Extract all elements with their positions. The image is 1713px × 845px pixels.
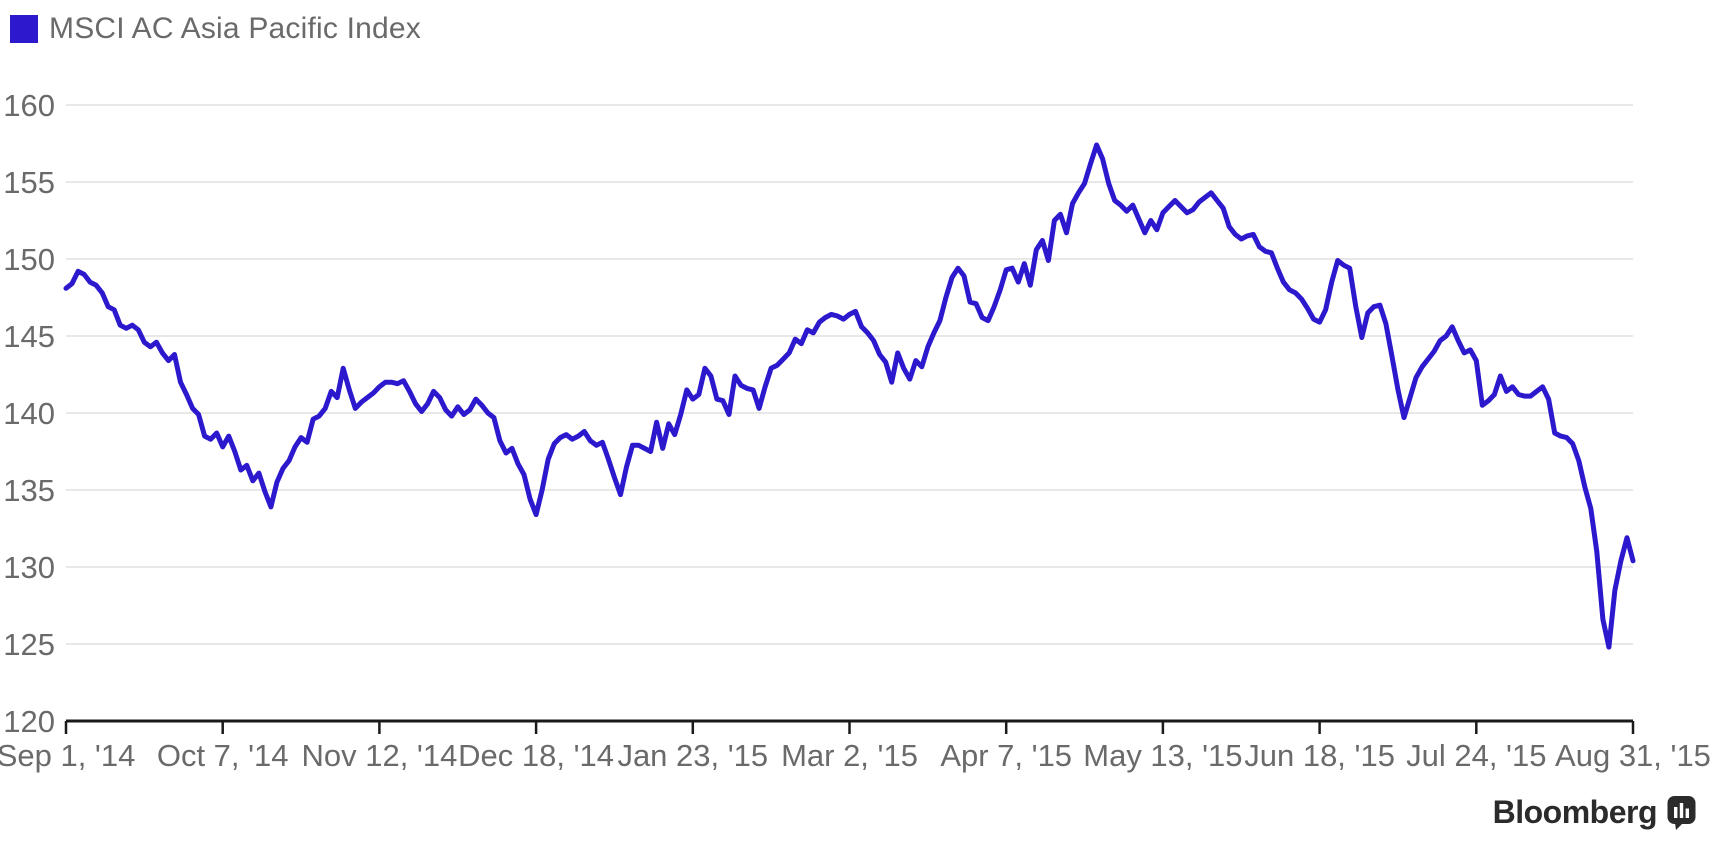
y-axis-label-150: 150	[3, 242, 55, 277]
y-axis-labels: 160 155 150 145 140 135 130 125 120	[3, 88, 55, 739]
x-axis-label-1: Oct 7, '14	[157, 738, 289, 773]
y-axis-label-130: 130	[3, 550, 55, 585]
series-line-msci-ac-asia-pacific	[63, 142, 1636, 650]
x-axis-label-6: Apr 7, '15	[940, 738, 1072, 773]
legend-swatch	[10, 15, 38, 43]
x-axis-labels: Sep 1, '14 Oct 7, '14 Nov 12, '14 Dec 18, '…	[0, 738, 1711, 773]
x-axis-label-4: Jan 23, '15	[617, 738, 768, 773]
gridlines	[66, 104, 1633, 645]
y-axis-label-125: 125	[3, 627, 55, 662]
x-axis-label-5: Mar 2, '15	[781, 738, 918, 773]
x-axis-label-7: May 13, '15	[1083, 738, 1242, 773]
x-axis-label-10: Aug 31, '15	[1555, 738, 1711, 773]
y-axis-label-160: 160	[3, 88, 55, 123]
y-axis-label-155: 155	[3, 165, 55, 200]
x-axis-label-2: Nov 12, '14	[301, 738, 457, 773]
x-axis-label-8: Jun 18, '15	[1244, 738, 1395, 773]
bar-chart-bubble-icon	[1667, 796, 1696, 830]
legend: MSCI AC Asia Pacific Index	[10, 12, 421, 46]
bloomberg-wordmark: Bloomberg	[1492, 794, 1658, 830]
y-axis-label-135: 135	[3, 473, 55, 508]
y-axis-label-145: 145	[3, 319, 55, 354]
y-axis-label-140: 140	[3, 396, 55, 431]
legend-label: MSCI AC Asia Pacific Index	[49, 12, 422, 45]
x-axis-label-0: Sep 1, '14	[0, 738, 135, 773]
x-axis-label-9: Jul 24, '15	[1406, 738, 1546, 773]
bloomberg-logo: Bloomberg	[1493, 794, 1697, 831]
x-axis-label-3: Dec 18, '14	[458, 738, 614, 773]
x-axis	[64, 719, 1635, 734]
y-axis-label-120: 120	[3, 704, 55, 739]
